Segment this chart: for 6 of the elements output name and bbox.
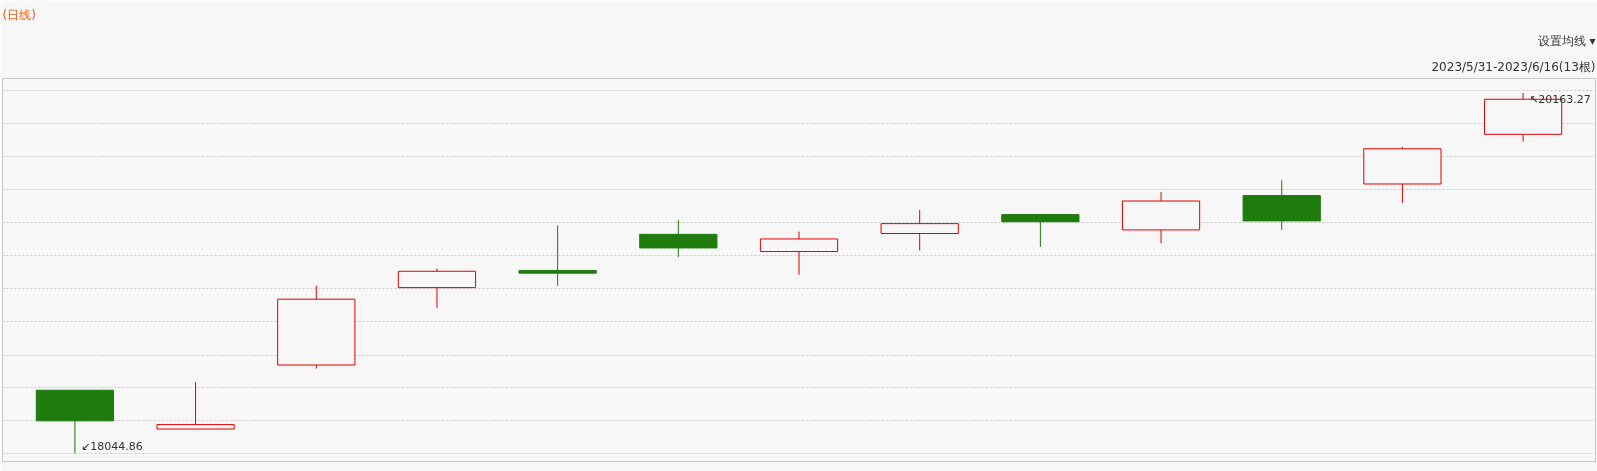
annotation: ↙18044.86 — [80, 440, 143, 454]
chart-subtitle: 2023/5/31-2023/6/16(13根) — [1431, 59, 1596, 74]
annotation: ↖20163.27 — [1529, 92, 1591, 106]
text: 设置均线 ▾ — [1537, 33, 1596, 48]
chart-title: (日线) — [2, 7, 36, 22]
candlestick — [518, 224, 597, 287]
